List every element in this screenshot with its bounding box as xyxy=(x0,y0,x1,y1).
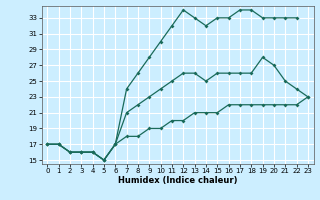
X-axis label: Humidex (Indice chaleur): Humidex (Indice chaleur) xyxy=(118,176,237,185)
